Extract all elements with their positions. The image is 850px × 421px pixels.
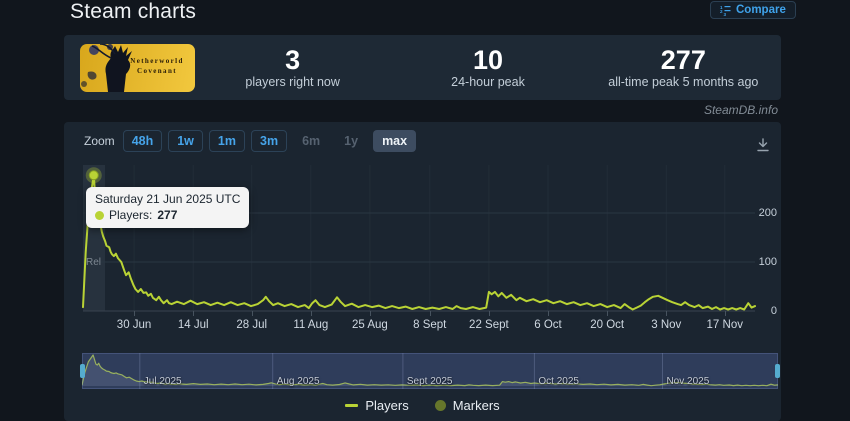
x-axis-label: 3 Nov <box>651 319 682 331</box>
steamdb-watermark: SteamDB.info <box>703 103 778 117</box>
zoom-option-1y: 1y <box>344 134 359 148</box>
x-axis-tick <box>548 311 550 316</box>
stat-24h-peak: 10 24-hour peak <box>390 44 585 90</box>
capsule-title-line1: Netherworld <box>130 56 184 65</box>
x-axis-label: 28 Jul <box>236 319 268 331</box>
x-axis-tick <box>193 311 195 316</box>
x-axis-label: 20 Oct <box>590 319 625 331</box>
navigator-month-sept-2025: Sept 2025 <box>406 376 453 387</box>
x-axis-label: 8 Sept <box>413 319 447 331</box>
navigator-right-handle[interactable] <box>775 364 780 378</box>
svg-text:1: 1 <box>720 5 723 10</box>
compare-button-label: Compare <box>736 4 786 16</box>
x-axis-label: 6 Oct <box>534 319 562 331</box>
stat-24h-peak-value: 10 <box>472 44 504 75</box>
series-color-dot <box>95 210 104 220</box>
svg-text:2: 2 <box>720 9 723 14</box>
zoom-option-48h[interactable]: 48h <box>122 130 163 152</box>
zoom-option-6m: 6m <box>302 134 321 148</box>
x-axis-label: 22 Sept <box>469 319 509 331</box>
markers-dot-swatch <box>434 400 446 411</box>
x-axis-label: 11 Aug <box>293 319 329 331</box>
x-axis-tick <box>251 311 253 316</box>
x-axis-label: 30 Jun <box>116 319 152 331</box>
legend-markers-label: Markers <box>452 398 500 413</box>
release-flag-label: Rel <box>86 257 102 268</box>
x-axis-label: 14 Jul <box>177 319 209 331</box>
tooltip-value: 277 <box>157 208 178 222</box>
range-navigator[interactable]: Jul 2025 Aug 2025 Sept 2025 Oct 2025 Nov 202… <box>80 353 780 389</box>
tooltip-series-label: Players: <box>109 208 153 222</box>
navigator-selected-range[interactable] <box>82 353 778 389</box>
zoom-label: Zoom <box>84 134 115 148</box>
zoom-option-1w[interactable]: 1w <box>168 130 203 152</box>
players-line-swatch <box>345 404 359 407</box>
y-axis-label-100: 100 <box>758 256 777 268</box>
chart-legend: Players Markers <box>64 398 781 413</box>
x-axis-tick <box>724 311 726 316</box>
x-axis-label: 17 Nov <box>706 319 743 331</box>
ordered-list-icon: 1 2 3 <box>720 5 731 16</box>
zoom-toolbar: Zoom 48h 1w 1m 3m 6m 1y max <box>84 130 422 152</box>
stat-players-now-label: players right now <box>245 75 340 90</box>
zoom-option-max[interactable]: max <box>373 130 417 152</box>
stat-alltime-peak: 277 all-time peak 5 months ago <box>586 44 781 90</box>
navigator-month-nov-2025: Nov 2025 <box>666 376 710 387</box>
stat-alltime-peak-label: all-time peak 5 months ago <box>608 75 759 90</box>
stat-players-now-value: 3 <box>285 44 301 75</box>
peak-marker[interactable] <box>88 170 99 181</box>
players-series-line <box>82 174 756 311</box>
zoom-buttons-group: 48h 1w 1m 3m 6m 1y max <box>122 130 422 152</box>
stat-alltime-peak-value: 277 <box>660 44 706 75</box>
x-axis-tick <box>429 311 431 316</box>
download-chart-icon[interactable] <box>754 136 774 156</box>
capsule-title: Netherworld Covenant <box>125 57 189 75</box>
page-title: Steam charts <box>70 0 197 23</box>
navigator-month-aug-2025: Aug 2025 <box>276 376 320 387</box>
legend-players-label: Players <box>365 398 409 413</box>
stat-players-now: 3 players right now <box>195 44 390 90</box>
svg-text:3: 3 <box>724 12 727 16</box>
legend-item-players[interactable]: Players <box>345 398 409 413</box>
x-axis-tick <box>310 311 312 316</box>
capsule-art <box>81 43 132 92</box>
y-axis-label-200: 200 <box>758 207 777 219</box>
stat-24h-peak-label: 24-hour peak <box>451 75 525 90</box>
game-capsule-image[interactable]: Netherworld Covenant <box>80 43 195 92</box>
chart-panel: Zoom 48h 1w 1m 3m 6m 1y max 0 100 200 30 Jun 14 J… <box>64 122 781 421</box>
compare-button[interactable]: 1 2 3 Compare <box>710 1 796 19</box>
navigator-month-jul-2025: Jul 2025 <box>143 376 182 387</box>
legend-item-markers[interactable]: Markers <box>434 398 500 413</box>
x-axis-tick <box>488 311 490 316</box>
capsule-title-line2: Covenant <box>137 66 177 75</box>
navigator-month-oct-2025: Oct 2025 <box>538 376 579 387</box>
x-axis-label: 25 Aug <box>352 319 388 331</box>
chart-tooltip: Saturday 21 Jun 2025 UTC Players: 277 <box>86 187 250 228</box>
x-axis-tick <box>607 311 609 316</box>
zoom-option-3m[interactable]: 3m <box>251 130 288 152</box>
y-axis-label-0: 0 <box>770 305 777 317</box>
x-axis-tick <box>134 311 136 316</box>
x-axis-tick <box>369 311 371 316</box>
x-axis-tick <box>666 311 668 316</box>
tooltip-date: Saturday 21 Jun 2025 UTC <box>95 192 241 206</box>
stats-bar: Netherworld Covenant 3 players right now… <box>64 35 781 100</box>
tooltip-series-row: Players: 277 <box>95 208 240 222</box>
zoom-option-1m[interactable]: 1m <box>208 130 245 152</box>
navigator-left-handle[interactable] <box>80 364 85 378</box>
